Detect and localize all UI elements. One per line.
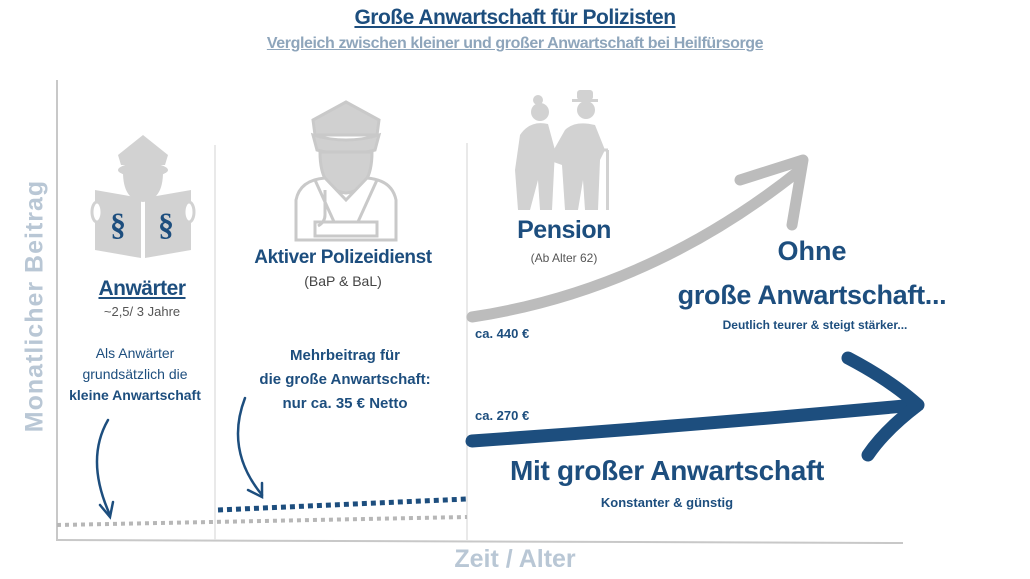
mit-price: ca. 270 € [475, 408, 530, 423]
police-officer-icon [294, 100, 398, 242]
ohne-price: ca. 440 € [475, 326, 530, 341]
aktiv-note: Mehrbeitrag für die große Anwartschaft: … [259, 344, 430, 416]
small-anwartschaft-dotted-line [56, 515, 468, 527]
mit-description: Konstanter & günstig [600, 495, 734, 510]
note-line: nur ca. 35 € Netto [282, 395, 408, 412]
ohne-cost-arrow [466, 154, 809, 323]
pension-subtitle: (Ab Alter 62) [530, 251, 598, 265]
page-title: Große Anwartschaft für Polizisten [354, 6, 676, 29]
elderly-couple-icon [515, 90, 609, 210]
note-line: grundsätzlich die [82, 366, 188, 382]
anwaerter-duration: ~2,5/ 3 Jahre [103, 304, 181, 319]
student-police-reading-law-book-icon: § § [90, 135, 196, 258]
large-anwartschaft-dotted-line [217, 496, 468, 513]
ohne-title-line1: Ohne [777, 236, 847, 266]
svg-text:§: § [158, 206, 174, 242]
anwaerter-note: Als Anwärter grundsätzlich die kleine An… [69, 343, 201, 406]
note-line: Als Anwärter [95, 345, 175, 361]
ohne-title-line2: große Anwartschaft... [677, 280, 947, 310]
anwaerter-title: Anwärter [98, 277, 186, 300]
pension-title: Pension [517, 216, 611, 244]
ohne-description: Deutlich teurer & steigt stärker... [722, 318, 908, 332]
page-subtitle: Vergleich zwischen kleiner und großer An… [266, 35, 764, 52]
y-axis-label: Monatlicher Beitrag [20, 179, 49, 433]
aktiv-subtitle: (BaP & BaL) [304, 273, 382, 289]
note-line: kleine Anwartschaft [69, 387, 201, 403]
x-axis [56, 539, 904, 544]
note-line: Mehrbeitrag für [289, 347, 401, 364]
pointer-arrow-aktiv [236, 396, 264, 500]
svg-text:§: § [110, 206, 126, 242]
mit-cost-arrow [465, 351, 925, 462]
pointer-arrow-anwaerter [95, 418, 115, 520]
aktiv-title: Aktiver Polizeidienst [254, 247, 432, 268]
note-line: die große Anwartschaft: [259, 371, 431, 388]
mit-title: Mit großer Anwartschaft [509, 455, 825, 486]
x-axis-label: Zeit / Alter [454, 545, 576, 573]
